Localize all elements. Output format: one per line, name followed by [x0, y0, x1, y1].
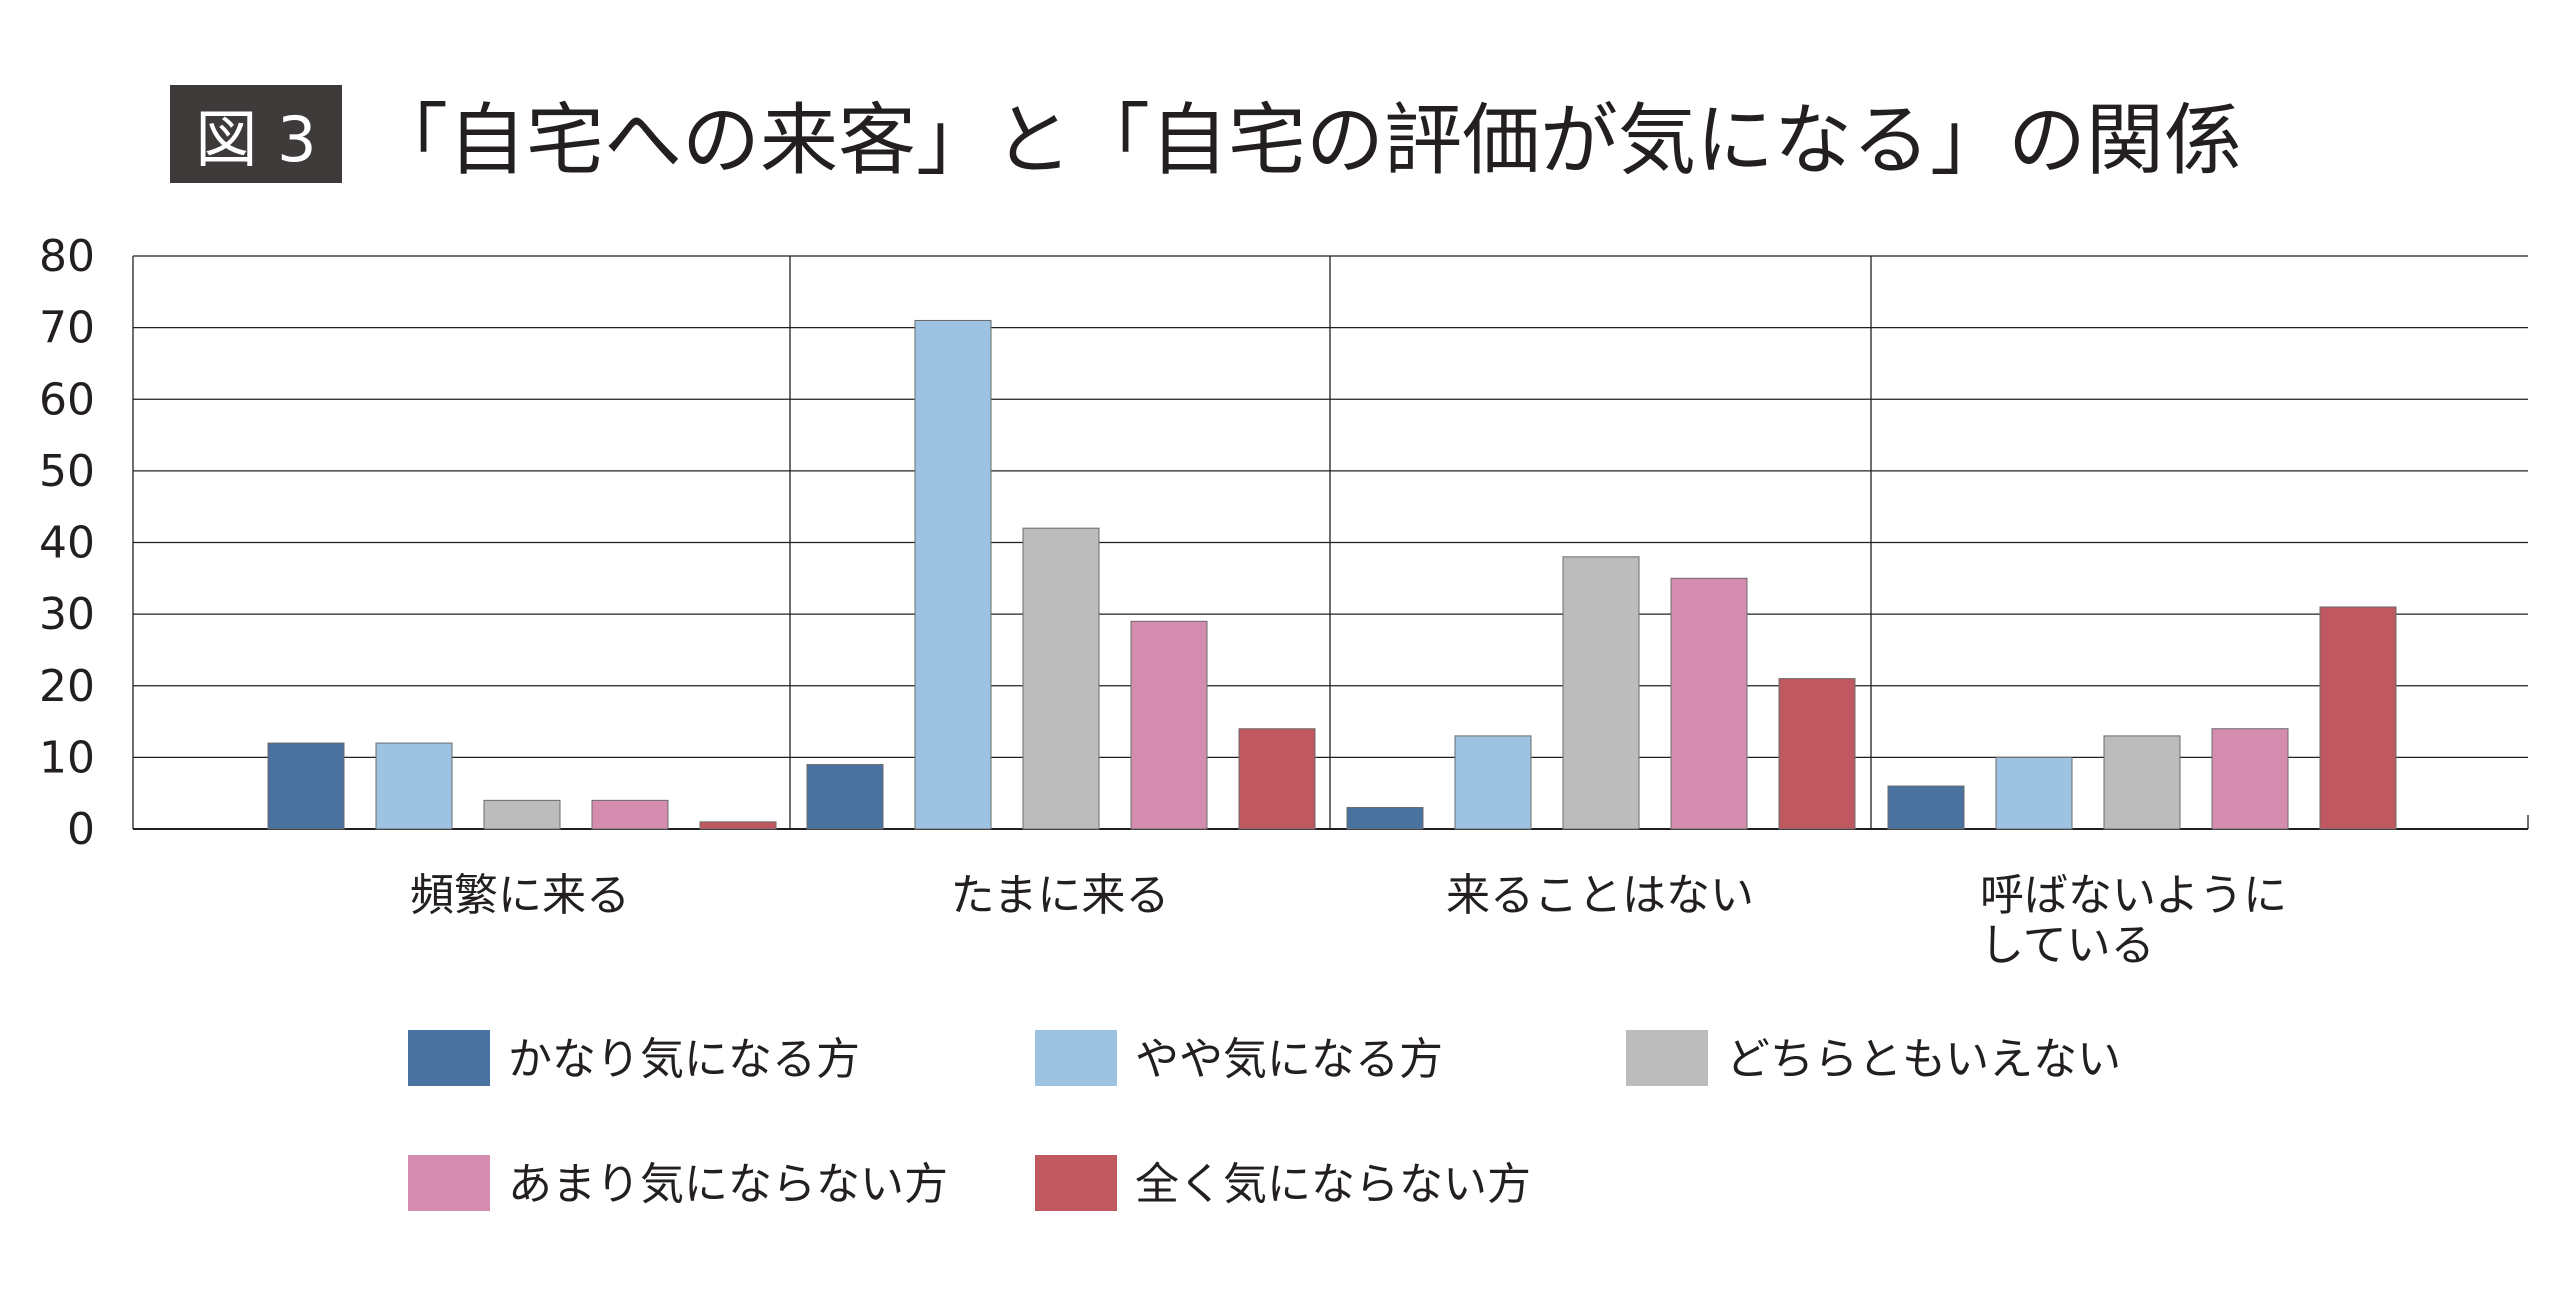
category-label: たまに来る: [951, 870, 1170, 921]
bar-5-cat-2: [1238, 728, 1316, 830]
legend-swatch-3: [1626, 1030, 1708, 1086]
y-tick-label: 10: [39, 732, 95, 783]
bar-5-cat-4: [2319, 606, 2397, 830]
bar-3-cat-4: [2103, 735, 2181, 830]
y-tick-label: 60: [39, 374, 95, 425]
chart-title: 「自宅への来客」と「自宅の評価が気になる」の関係: [370, 96, 2243, 186]
legend-swatch-5: [1035, 1155, 1117, 1211]
bar-5-cat-1: [699, 821, 777, 830]
y-tick-label: 0: [67, 804, 95, 855]
legend-swatch-1: [408, 1030, 490, 1086]
bar-2-cat-1: [375, 742, 453, 830]
bar-1-cat-4: [1887, 785, 1965, 830]
y-tick-label: 40: [39, 518, 95, 569]
legend-swatch-2: [1035, 1030, 1117, 1086]
bar-1-cat-1: [267, 742, 345, 830]
y-tick-label: 50: [39, 446, 95, 497]
y-tick-label: 20: [39, 661, 95, 712]
y-tick-label: 70: [39, 303, 95, 354]
bar-3-cat-3: [1562, 556, 1640, 830]
legend-swatch-4: [408, 1155, 490, 1211]
y-tick-label: 30: [39, 589, 95, 640]
category-label: 来ることはない: [1446, 870, 1754, 921]
axes: 0 10 20 30 40 50 60 70 80 頻繁に来る たまに来る 来ることはない 呼ばないよう…: [39, 231, 2287, 971]
bar-3-cat-1: [483, 799, 561, 830]
bars: [267, 319, 2397, 830]
figure-label-badge: 図 3: [170, 85, 342, 183]
legend-label-1: かなり気になる方: [508, 1034, 860, 1085]
bar-1-cat-2: [806, 764, 884, 830]
bar-2-cat-3: [1454, 735, 1532, 830]
title-block: 図 3 「自宅への来客」と「自宅の評価が気になる」の関係: [170, 78, 2242, 190]
bar-4-cat-4: [2211, 728, 2289, 830]
bar-2-cat-2: [914, 319, 992, 830]
bar-4-cat-2: [1130, 620, 1208, 830]
y-tick-label: 80: [39, 231, 95, 282]
bar-2-cat-4: [1995, 756, 2073, 830]
category-label: している: [1980, 920, 2155, 971]
bar-4-cat-1: [591, 799, 669, 830]
bar-5-cat-3: [1778, 678, 1856, 830]
legend-label-5: 全く気にならない方: [1135, 1159, 1531, 1210]
bar-4-cat-3: [1670, 577, 1748, 830]
bar-3-cat-2: [1022, 527, 1100, 830]
category-label: 呼ばないように: [1980, 870, 2287, 921]
legend-label-4: あまり気にならない方: [508, 1159, 948, 1210]
legend-label-3: どちらともいえない: [1726, 1034, 2121, 1085]
legend-label-2: やや気になる方: [1135, 1034, 1443, 1085]
bar-1-cat-3: [1346, 807, 1424, 830]
category-label: 頻繁に来る: [410, 870, 630, 921]
